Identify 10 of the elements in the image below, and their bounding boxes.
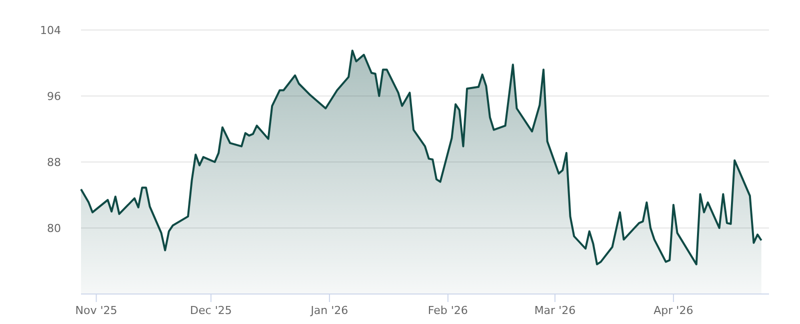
y-tick-label: 80 — [47, 222, 61, 235]
y-tick-label: 104 — [40, 24, 61, 37]
y-tick-label: 96 — [47, 90, 61, 103]
x-tick-label: Nov '25 — [75, 304, 118, 317]
x-tick-label: Mar '26 — [534, 304, 576, 317]
x-tick-label: Jan '26 — [310, 304, 348, 317]
x-tick-label: Dec '25 — [190, 304, 232, 317]
x-tick-label: Apr '26 — [654, 304, 694, 317]
y-tick-label: 88 — [47, 156, 61, 169]
x-tick-label: Feb '26 — [428, 304, 468, 317]
